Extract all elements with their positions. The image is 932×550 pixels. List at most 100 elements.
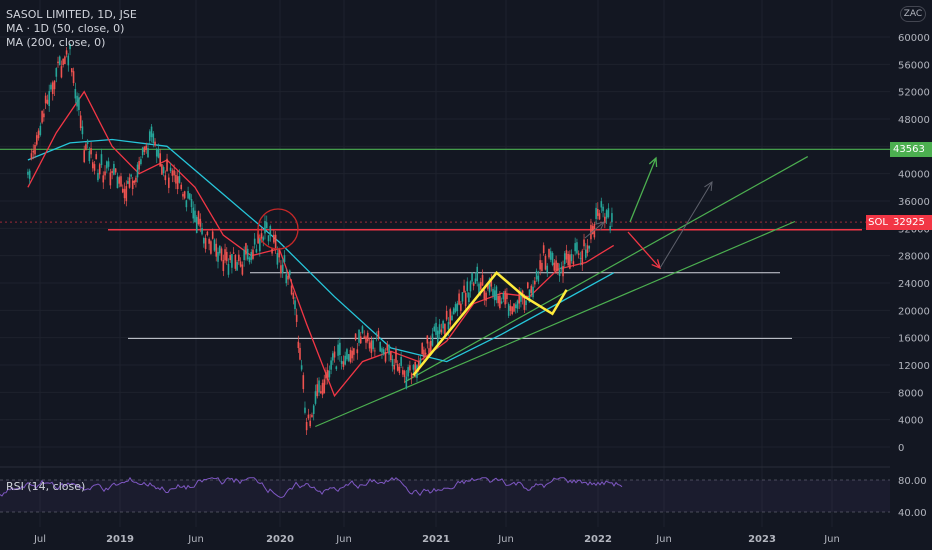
candle-body <box>530 285 533 293</box>
ma200-line <box>27 138 615 363</box>
candle-body <box>468 292 470 303</box>
candle-body <box>442 320 444 329</box>
candle-body <box>197 211 200 225</box>
candle-body <box>537 275 540 282</box>
candle-body <box>502 293 505 300</box>
candle-body <box>57 61 59 64</box>
rsi-band-fill <box>0 480 890 512</box>
candle-body <box>478 283 480 294</box>
candle-body <box>98 164 101 175</box>
candle-body <box>497 296 499 304</box>
candle-body <box>525 300 527 306</box>
candle-body <box>356 349 359 354</box>
candle-body <box>445 310 448 320</box>
symbol-title[interactable]: SASOL LIMITED, 1D, JSE <box>6 8 137 21</box>
candle-body <box>456 303 459 311</box>
candle-body <box>433 326 436 332</box>
candle-body <box>74 88 77 99</box>
candle-body <box>224 249 226 261</box>
candle-body <box>440 329 443 333</box>
symbol-tag: SOL <box>866 215 890 230</box>
candle-body <box>586 245 589 253</box>
candle-body <box>239 261 242 267</box>
time-tick-label: 2022 <box>584 534 612 545</box>
candle-body <box>370 340 373 353</box>
price-tick-label: 16000 <box>898 334 930 345</box>
price-tick-label: 52000 <box>898 88 930 99</box>
candle-body <box>169 167 172 171</box>
candle-body <box>464 292 467 307</box>
ma200-legend[interactable]: MA (200, close, 0) <box>6 36 106 49</box>
candle-body <box>490 279 493 287</box>
candle-body <box>269 226 272 236</box>
candle-body <box>534 280 536 285</box>
candle-body <box>253 238 256 245</box>
candle-body <box>526 282 529 289</box>
candle-body <box>553 262 556 271</box>
channel-line <box>404 156 809 383</box>
candle-body <box>250 251 253 260</box>
highlight-circle[interactable] <box>257 208 299 250</box>
time-tick-label: 2021 <box>422 534 450 545</box>
candle-body <box>359 336 362 344</box>
candle-body <box>499 295 501 308</box>
candle-body <box>337 344 339 356</box>
candle-body <box>358 329 360 343</box>
ma50-legend[interactable]: MA · 1D (50, close, 0) <box>6 22 125 35</box>
candle-body <box>353 348 355 355</box>
ma200-path <box>27 138 615 363</box>
candle-body <box>164 175 167 181</box>
candle-body <box>546 265 549 273</box>
price-tick-label: 12000 <box>898 361 930 372</box>
candle-body <box>290 285 293 295</box>
candle-body <box>528 289 531 303</box>
time-tick-label: Jun <box>823 534 840 545</box>
candle-body <box>395 349 397 363</box>
time-tick-label: Jun <box>335 534 352 545</box>
candle-body <box>171 170 174 176</box>
candle-body <box>511 306 514 315</box>
candle-body <box>185 200 188 208</box>
candle-body <box>474 278 477 284</box>
candle-body <box>426 335 429 344</box>
candle-body <box>374 350 376 352</box>
candle-body <box>398 366 401 373</box>
candle-body <box>90 148 92 155</box>
rsi-legend[interactable]: RSI (14, close) <box>6 480 86 493</box>
candle-body <box>72 71 75 84</box>
candle-body <box>231 254 233 268</box>
time-tick-label: Jun <box>187 534 204 545</box>
currency-badge[interactable]: ZAC <box>900 6 926 22</box>
candle-body <box>551 253 554 265</box>
candle-body <box>365 336 367 343</box>
candle-body <box>34 144 36 155</box>
candle-body <box>143 146 146 152</box>
candle-body <box>203 237 205 244</box>
candle-body <box>67 55 70 66</box>
candle-body <box>584 249 587 258</box>
candle-body <box>469 281 472 292</box>
candle-body <box>438 324 441 334</box>
yellow-pattern[interactable] <box>412 271 568 377</box>
candle-body <box>542 245 545 254</box>
candle-body <box>227 263 230 275</box>
candle-body <box>435 322 437 335</box>
candle-body <box>241 264 244 275</box>
projection-arrows[interactable] <box>584 156 713 270</box>
candle-body <box>145 145 148 150</box>
candle-body <box>215 243 218 257</box>
candle-body <box>574 243 576 252</box>
candle-body <box>64 56 66 65</box>
candle-body <box>157 149 160 158</box>
candle-body <box>248 257 251 263</box>
candle-body <box>403 370 406 378</box>
candle-body <box>302 375 305 390</box>
candle-body <box>558 270 561 277</box>
channel-lines[interactable] <box>315 156 809 428</box>
ma50-path <box>27 90 615 398</box>
candle-body <box>97 172 99 181</box>
candle-body <box>493 290 496 301</box>
candle-body <box>407 367 409 377</box>
time-axis: Jul 2019 Jun 2020 Jun 2021 Jun 2022 Jun 2023 Jun <box>33 534 840 545</box>
